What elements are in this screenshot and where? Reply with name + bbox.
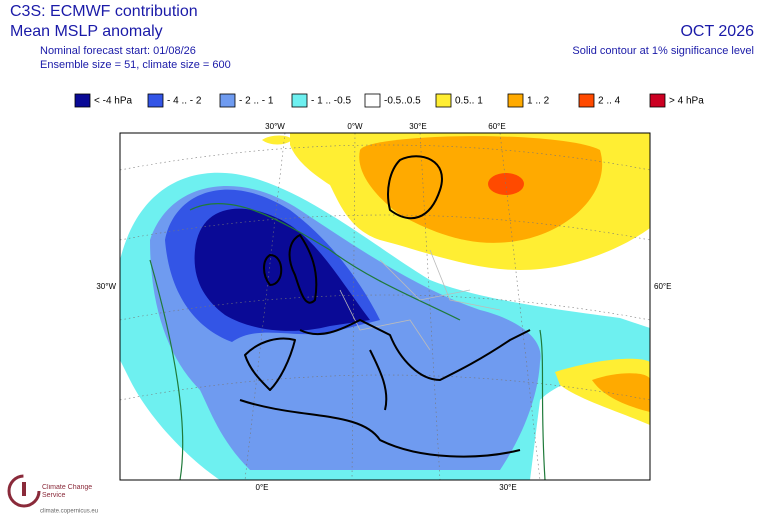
lon-label: 60°E (488, 122, 505, 131)
legend-label: 2 .. 4 (598, 96, 621, 107)
anomaly-area (194, 208, 370, 331)
legend-swatch (291, 93, 308, 108)
lon-label: 30°E (499, 483, 516, 492)
legend-swatch (649, 93, 666, 108)
map (120, 133, 650, 480)
lon-label: 30°E (409, 122, 426, 131)
ensemble: Ensemble size = 51, climate size = 600 (40, 59, 231, 71)
legend-label: 1 .. 2 (527, 96, 550, 107)
map-frame (119, 132, 651, 481)
header: C3S: ECMWF contribution Mean MSLP anomal… (10, 3, 754, 71)
legend-label: -0.5..0.5 (384, 96, 421, 107)
lon-label: 30°W (265, 122, 285, 131)
lon-label: 0°W (347, 122, 363, 131)
legend-swatch (507, 93, 524, 108)
legend-label: - 4 .. - 2 (167, 96, 202, 107)
legend-swatch (364, 93, 381, 108)
legend-swatch (219, 93, 236, 108)
borders (339, 249, 501, 351)
logo: Climate Change Service climate.copernicu… (7, 474, 98, 515)
lon-label: 60°E (654, 282, 671, 291)
lon-label: 0°E (256, 483, 269, 492)
graticule (120, 133, 650, 480)
logo-text-box: Climate Change Service (42, 484, 93, 499)
legend: < -4 hPa - 4 .. - 2 - 2 .. - 1 - 1 .. -0.5 -… (74, 93, 704, 108)
legend-label: > 4 hPa (669, 96, 704, 107)
title: C3S: ECMWF contribution (10, 3, 198, 20)
logo-url: climate.copernicus.eu (40, 509, 98, 515)
logo-icon (22, 482, 26, 496)
legend-swatch (147, 93, 164, 108)
forecast-start: Nominal forecast start: 01/08/26 (40, 45, 196, 57)
note: Solid contour at 1% significance level (572, 45, 754, 57)
graticule-labels: 30°W 0°W 30°E 60°E 30°W 60°E 0°E 30°E (96, 122, 671, 492)
subtitle: Mean MSLP anomaly (10, 23, 163, 40)
legend-swatch (435, 93, 452, 108)
month: OCT 2026 (680, 23, 754, 40)
lon-label: 30°W (96, 282, 116, 291)
legend-label: - 1 .. -0.5 (311, 96, 351, 107)
logo-icon (7, 474, 41, 508)
legend-label: - 2 .. - 1 (239, 96, 274, 107)
significance-contour (149, 202, 546, 480)
legend-label: < -4 hPa (94, 96, 133, 107)
legend-swatch (74, 93, 91, 108)
legend-label: 0.5.. 1 (455, 96, 483, 107)
logo-name: Climate Change Service (42, 484, 93, 499)
anomaly-area (592, 373, 650, 412)
legend-swatch (578, 93, 595, 108)
anomaly-area (488, 173, 524, 195)
coastline (239, 155, 531, 458)
